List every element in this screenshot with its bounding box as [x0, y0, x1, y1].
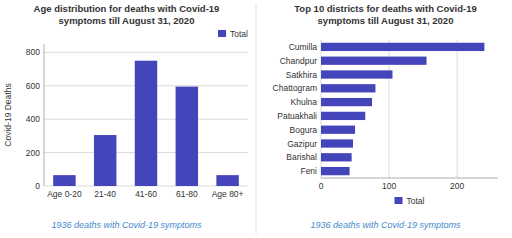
axis-line [321, 178, 498, 179]
bar [176, 87, 198, 186]
footnote: 1936 deaths with Covid-19 symptoms [310, 220, 461, 230]
tick-label: 600 [26, 81, 40, 91]
bar [321, 70, 392, 78]
grid-line [44, 52, 248, 53]
grid [321, 40, 457, 178]
title-line: Top 10 districts for deaths with Covid-1… [294, 3, 476, 14]
bar [321, 43, 484, 51]
tick-label: 200 [26, 148, 40, 158]
legend-label: Total [407, 196, 425, 206]
category-label: Patuakhali [277, 111, 317, 121]
title-line: Age distribution for deaths with Covid-1… [34, 3, 220, 14]
bar [321, 139, 353, 147]
bar [321, 112, 365, 120]
bars [53, 61, 239, 186]
axis-label: Covid-19 Deaths [3, 83, 13, 146]
legend-swatch [218, 30, 226, 37]
category-label: Age 80+ [212, 189, 244, 199]
category-label: Cumilla [289, 42, 318, 52]
category-label: 61-80 [176, 189, 198, 199]
chart: Age distribution for deaths with Covid-1… [3, 3, 248, 230]
tick-label: 800 [26, 47, 40, 57]
separator [256, 4, 257, 234]
category-label: Bogura [290, 125, 318, 135]
category-label: Chandpur [280, 56, 318, 66]
title: Age distribution for deaths with Covid-1… [34, 3, 220, 26]
tick-label: 0 [319, 181, 324, 191]
bar [321, 84, 375, 92]
category-label: Satkhira [286, 70, 317, 80]
chart: Top 10 districts for deaths with Covid-1… [273, 3, 498, 230]
category-label: Barishal [286, 152, 317, 162]
title-line: symptoms till August 31, 2020 [59, 15, 195, 26]
bar [321, 167, 350, 175]
bar [135, 61, 157, 186]
tick-label: 100 [382, 181, 396, 191]
legend: Total [395, 196, 425, 206]
title: Top 10 districts for deaths with Covid-1… [294, 3, 476, 26]
tick-label: 0 [35, 181, 40, 191]
grid [44, 52, 248, 186]
bar [216, 175, 238, 186]
category-label: 21-40 [94, 189, 116, 199]
bar [321, 57, 427, 65]
category-label: Chattogram [273, 83, 317, 93]
tick-label: 200 [450, 181, 464, 191]
bar [321, 126, 355, 134]
legend: Total [218, 29, 248, 39]
bar [321, 98, 372, 106]
grid-line [457, 40, 458, 178]
category-label: Feni [300, 166, 317, 176]
figure: Age distribution for deaths with Covid-1… [0, 0, 512, 238]
bar [94, 135, 116, 186]
bar [321, 153, 352, 161]
legend-label: Total [230, 29, 248, 39]
category-label: Khulna [291, 97, 318, 107]
axis-line [44, 44, 45, 186]
category-label: Age 0-20 [47, 189, 82, 199]
title-line: symptoms till August 31, 2020 [318, 15, 454, 26]
bar [53, 175, 75, 186]
bars [321, 43, 484, 175]
category-label: 41-60 [135, 189, 157, 199]
tick-label: 400 [26, 114, 40, 124]
legend-swatch [395, 197, 403, 204]
footnote: 1936 deaths with Covid-19 symptoms [51, 220, 202, 230]
category-label: Gazipur [287, 139, 317, 149]
